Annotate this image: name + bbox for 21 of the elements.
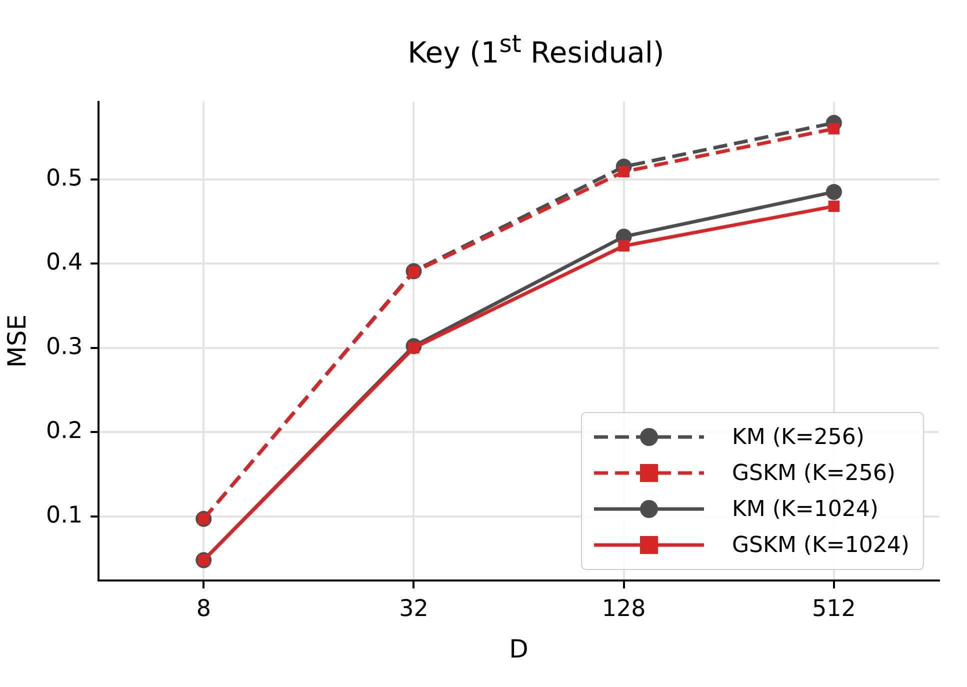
legend-label: GSKM (K=256)	[732, 460, 896, 486]
x-tick-label: 32	[399, 596, 428, 622]
y-tick-label: 0.1	[46, 502, 83, 528]
x-axis-title: D	[509, 634, 528, 664]
legend-label: KM (K=1024)	[732, 496, 878, 522]
point	[828, 123, 840, 134]
y-tick-label: 0.2	[46, 418, 83, 444]
x-tick-label: 512	[812, 596, 856, 622]
point	[618, 240, 630, 252]
legend-label: KM (K=256)	[732, 424, 864, 450]
y-tick-label: 0.3	[46, 334, 83, 360]
y-axis-title: MSE	[2, 314, 32, 368]
point	[618, 166, 630, 178]
point	[826, 184, 842, 200]
y-tick-label: 0.4	[46, 250, 83, 276]
x-tick-label: 128	[602, 596, 646, 622]
y-tick-label: 0.5	[46, 165, 83, 192]
legend-label: GSKM (K=1024)	[732, 532, 910, 558]
chart-title: Key (1$^{st}$ Residual)	[406, 30, 666, 70]
x-tick-label: 8	[196, 596, 211, 622]
point	[828, 200, 840, 212]
